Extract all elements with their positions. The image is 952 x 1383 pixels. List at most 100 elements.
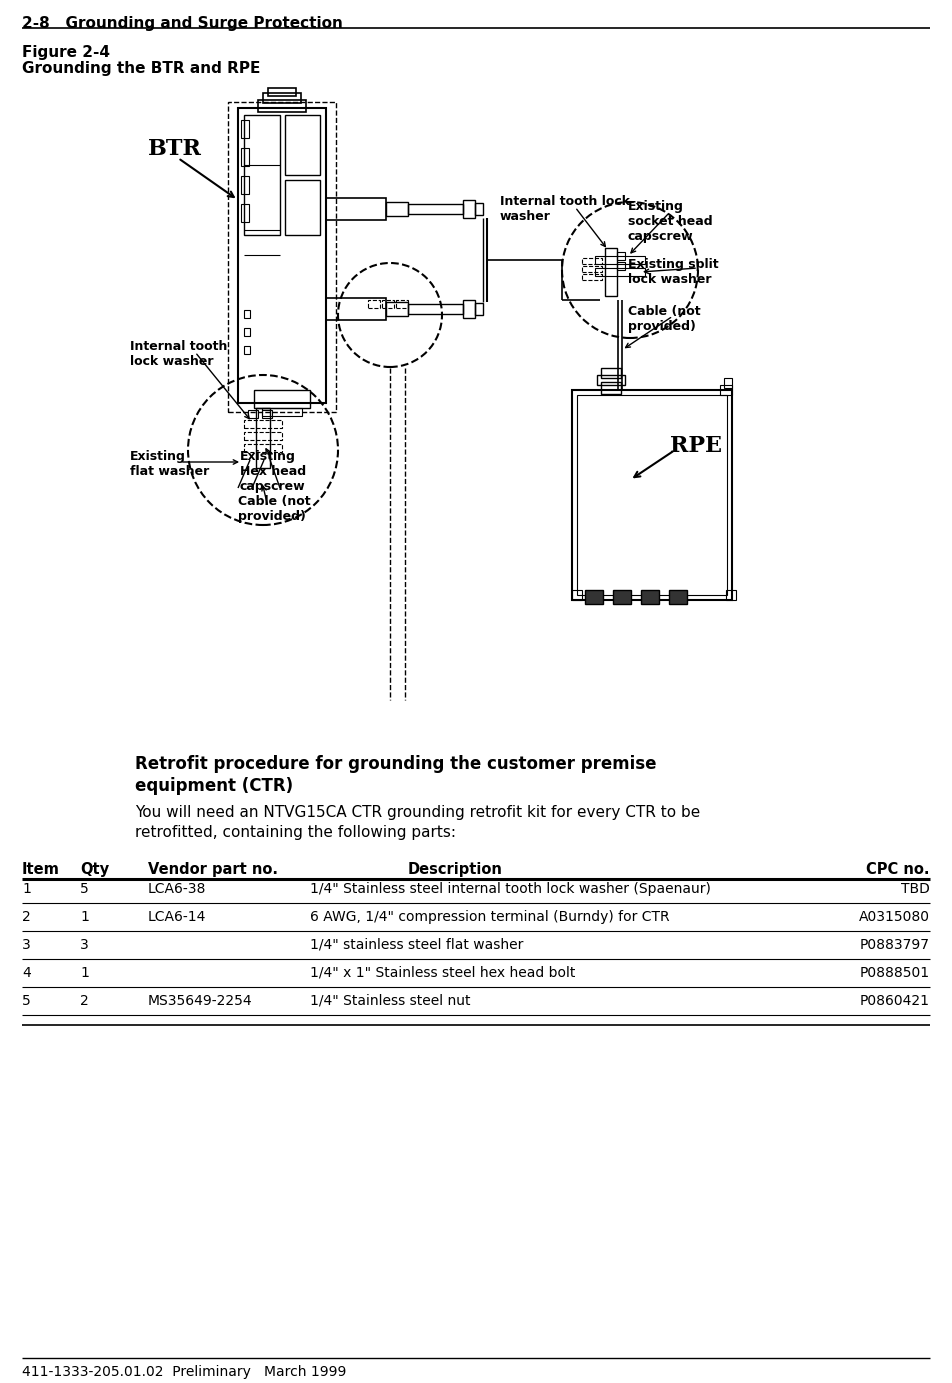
Text: TBD: TBD: [902, 882, 930, 896]
Text: 5: 5: [22, 994, 30, 1008]
Bar: [244, 431, 282, 440]
Text: 6 AWG, 1/4" compression terminal (Burndy) for CTR: 6 AWG, 1/4" compression terminal (Burndy…: [310, 910, 669, 924]
Bar: [244, 115, 280, 235]
Text: 1/4" x 1" Stainless steel hex head bolt: 1/4" x 1" Stainless steel hex head bolt: [310, 965, 575, 981]
Bar: [572, 591, 582, 600]
Bar: [326, 198, 386, 220]
Bar: [285, 115, 320, 176]
Text: 1: 1: [80, 965, 89, 981]
Bar: [262, 409, 272, 418]
Text: LCA6-38: LCA6-38: [148, 882, 207, 896]
Text: Item: Item: [22, 862, 60, 877]
Text: Vendor part no.: Vendor part no.: [148, 862, 278, 877]
Bar: [641, 591, 659, 604]
Bar: [228, 102, 336, 412]
Bar: [720, 384, 732, 396]
Bar: [601, 368, 621, 378]
Bar: [617, 261, 625, 270]
Bar: [256, 408, 270, 467]
Bar: [463, 300, 475, 318]
Bar: [582, 274, 602, 279]
Text: Description: Description: [407, 862, 503, 877]
Text: Existing
Hex head
capscrew: Existing Hex head capscrew: [240, 449, 307, 492]
Text: 1/4" Stainless steel internal tooth lock washer (Spaenaur): 1/4" Stainless steel internal tooth lock…: [310, 882, 711, 896]
Text: 1/4" Stainless steel nut: 1/4" Stainless steel nut: [310, 994, 470, 1008]
Bar: [475, 203, 483, 214]
Bar: [263, 93, 301, 102]
Bar: [572, 390, 732, 600]
Bar: [408, 205, 463, 214]
Text: 2-8   Grounding and Surge Protection: 2-8 Grounding and Surge Protection: [22, 17, 343, 30]
Bar: [238, 108, 326, 402]
Bar: [595, 256, 645, 264]
Bar: [669, 591, 687, 604]
Bar: [617, 252, 625, 260]
Bar: [386, 202, 408, 216]
Bar: [595, 268, 645, 277]
Text: MS35649-2254: MS35649-2254: [148, 994, 252, 1008]
Text: Internal tooth
lock washer: Internal tooth lock washer: [130, 340, 228, 368]
Text: RPE: RPE: [670, 436, 722, 456]
Text: Existing
flat washer: Existing flat washer: [130, 449, 209, 479]
Bar: [326, 297, 386, 319]
Text: 2: 2: [22, 910, 30, 924]
Text: 1/4" stainless steel flat washer: 1/4" stainless steel flat washer: [310, 938, 524, 952]
Text: Cable (not
provided): Cable (not provided): [628, 306, 701, 333]
Text: Retrofit procedure for grounding the customer premise
equipment (CTR): Retrofit procedure for grounding the cus…: [135, 755, 657, 795]
Text: You will need an NTVG15CA CTR grounding retrofit kit for every CTR to be
retrofi: You will need an NTVG15CA CTR grounding …: [135, 805, 701, 839]
Text: 411-1333-205.01.02  Preliminary   March 1999: 411-1333-205.01.02 Preliminary March 199…: [22, 1365, 347, 1379]
Bar: [241, 148, 249, 166]
Text: CPC no.: CPC no.: [866, 862, 930, 877]
Bar: [248, 409, 258, 418]
Bar: [408, 304, 463, 314]
Bar: [244, 444, 282, 452]
Text: 3: 3: [22, 938, 30, 952]
Text: P0860421: P0860421: [860, 994, 930, 1008]
Bar: [241, 205, 249, 223]
Text: Figure 2-4: Figure 2-4: [22, 46, 110, 59]
Text: 3: 3: [80, 938, 89, 952]
Bar: [244, 420, 282, 427]
Text: Qty: Qty: [80, 862, 109, 877]
Bar: [244, 328, 250, 336]
Text: 1: 1: [22, 882, 30, 896]
Bar: [254, 390, 310, 408]
Text: P0888501: P0888501: [860, 965, 930, 981]
Bar: [386, 301, 408, 315]
Bar: [463, 201, 475, 219]
Text: Grounding the BTR and RPE: Grounding the BTR and RPE: [22, 61, 261, 76]
Bar: [475, 303, 483, 315]
Bar: [601, 382, 621, 394]
Text: LCA6-14: LCA6-14: [148, 910, 207, 924]
Bar: [605, 248, 617, 296]
Bar: [262, 408, 302, 416]
Bar: [582, 259, 602, 264]
Bar: [241, 120, 249, 138]
Bar: [613, 591, 631, 604]
Text: P0883797: P0883797: [860, 938, 930, 952]
Bar: [241, 176, 249, 194]
Bar: [382, 300, 394, 308]
Bar: [597, 375, 625, 384]
Text: 2: 2: [80, 994, 89, 1008]
Bar: [268, 89, 296, 95]
Text: 5: 5: [80, 882, 89, 896]
Text: 1: 1: [80, 910, 89, 924]
Bar: [582, 266, 602, 272]
Text: 4: 4: [22, 965, 30, 981]
Text: A0315080: A0315080: [859, 910, 930, 924]
Text: Internal tooth lock
washer: Internal tooth lock washer: [500, 195, 630, 223]
Bar: [396, 300, 408, 308]
Text: Existing split
lock washer: Existing split lock washer: [628, 259, 719, 286]
Bar: [368, 300, 380, 308]
Bar: [285, 180, 320, 235]
Bar: [577, 396, 727, 595]
Text: BTR: BTR: [148, 138, 202, 160]
Bar: [244, 310, 250, 318]
Bar: [258, 100, 306, 112]
Bar: [244, 346, 250, 354]
Text: Cable (not
provided): Cable (not provided): [238, 495, 310, 523]
Bar: [724, 378, 732, 389]
Bar: [726, 591, 736, 600]
Text: Existing
socket head
capscrew: Existing socket head capscrew: [628, 201, 713, 243]
